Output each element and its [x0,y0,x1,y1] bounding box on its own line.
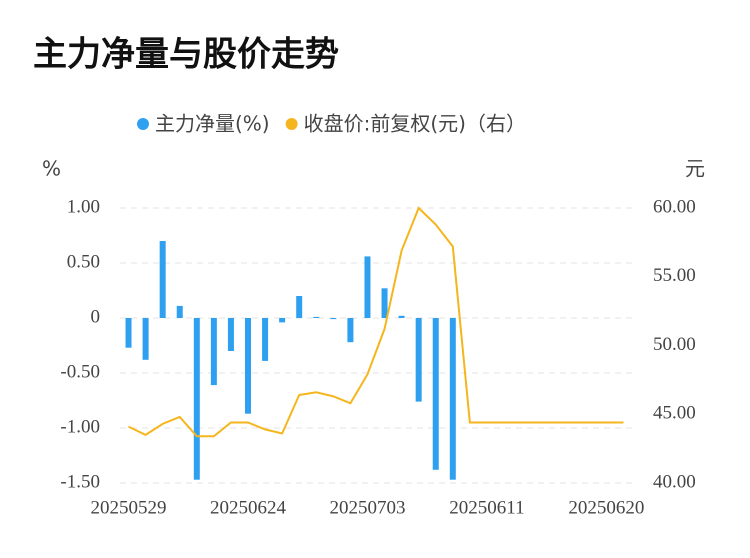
chart-title: 主力净量与股价走势 [33,35,339,75]
y-tick-label: 0.50 [67,251,100,272]
y2-tick-label: 55.00 [653,265,696,286]
x-tick-label: 20250703 [329,497,405,518]
bar [415,318,422,402]
x-tick-label: 20250611 [449,497,524,518]
bar [262,318,269,361]
x-tick-label: 20250620 [568,497,644,518]
bar [245,318,251,414]
bar [313,316,320,318]
bar [296,296,303,318]
bar [279,318,286,323]
bar [364,256,371,318]
bar [142,318,149,360]
y-tick-label: 0 [91,306,101,327]
y2-tick-label: 45.00 [653,403,696,424]
y-tick-label: -0.50 [60,361,100,382]
y2-axis-label: 元 [685,157,705,181]
bar [193,318,200,480]
y-tick-label: -1.50 [60,471,100,492]
bar [449,318,456,480]
legend-label: 收盘价:前复权(元)（右） [304,112,526,136]
y-tick-label: -1.00 [60,416,100,437]
bar [347,318,354,343]
bar [381,288,388,318]
legend-marker [285,118,298,130]
x-tick-label: 20250624 [210,497,287,518]
legend-label: 主力净量(%) [155,112,270,136]
bar [330,318,337,320]
y-axis-label: % [42,157,61,181]
bar [210,318,217,386]
bar [398,315,405,318]
bar [432,318,439,470]
legend-marker [137,118,149,130]
y2-tick-label: 40.00 [653,471,696,492]
bar [159,241,166,318]
y2-tick-label: 60.00 [653,196,696,217]
y-tick-label: 1.00 [67,196,100,217]
bar [227,318,234,351]
x-tick-label: 20250529 [91,497,167,518]
bar [176,305,183,318]
bar [125,318,132,348]
y2-tick-label: 50.00 [653,334,696,355]
price-line [128,206,624,438]
